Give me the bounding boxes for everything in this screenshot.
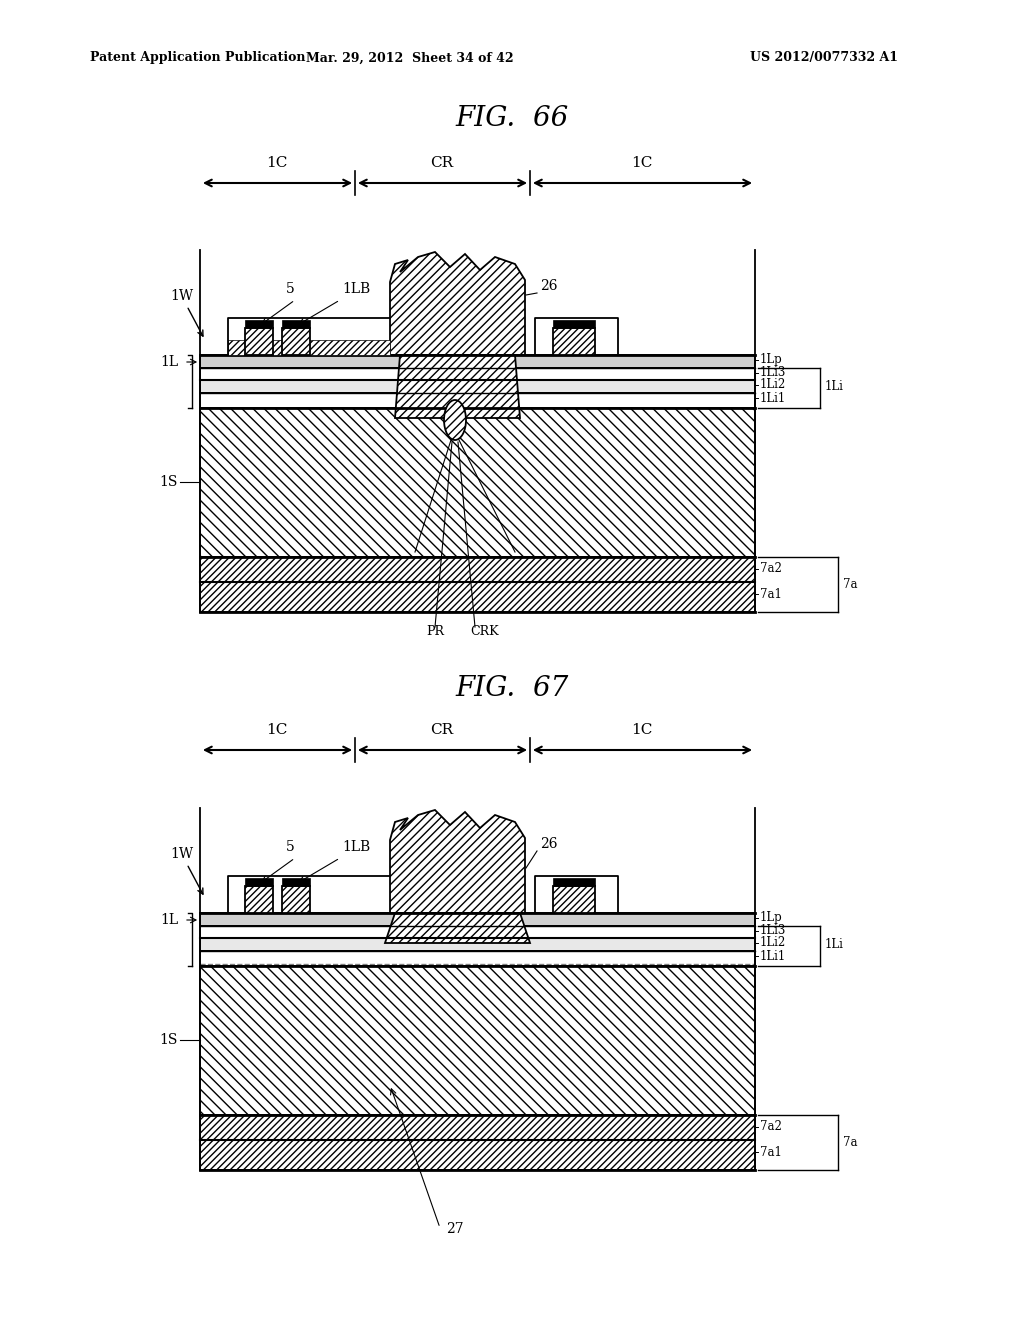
Text: 1Li2: 1Li2 xyxy=(760,379,786,392)
Bar xyxy=(245,878,273,886)
Text: FIG.  66: FIG. 66 xyxy=(456,104,568,132)
Text: US 2012/0077332 A1: US 2012/0077332 A1 xyxy=(750,51,898,65)
Text: 5: 5 xyxy=(286,282,294,296)
Polygon shape xyxy=(385,913,530,942)
Bar xyxy=(200,380,755,393)
Text: 1S: 1S xyxy=(160,1034,178,1047)
Text: 1Li: 1Li xyxy=(825,380,844,392)
Text: 7a1: 7a1 xyxy=(760,1146,782,1159)
Text: 7a2: 7a2 xyxy=(760,562,782,576)
Text: 27: 27 xyxy=(446,1222,464,1236)
Bar xyxy=(282,327,310,355)
Text: 1C: 1C xyxy=(266,723,288,737)
Polygon shape xyxy=(390,810,525,913)
Bar xyxy=(228,341,390,355)
Bar xyxy=(200,393,755,408)
Bar xyxy=(200,408,755,557)
Text: 7a: 7a xyxy=(843,578,857,590)
Text: 1LB: 1LB xyxy=(342,840,371,854)
Text: 1C: 1C xyxy=(266,156,288,170)
Text: 7a2: 7a2 xyxy=(760,1121,782,1134)
Bar xyxy=(200,913,755,927)
Bar xyxy=(245,319,273,327)
Bar xyxy=(553,886,595,913)
Bar xyxy=(200,557,755,582)
Text: 1W: 1W xyxy=(170,289,203,337)
Bar xyxy=(553,878,595,886)
Text: 1W: 1W xyxy=(170,847,203,894)
Bar xyxy=(282,878,310,886)
Text: 1Li1: 1Li1 xyxy=(760,392,786,404)
Bar xyxy=(245,327,273,355)
Text: Mar. 29, 2012  Sheet 34 of 42: Mar. 29, 2012 Sheet 34 of 42 xyxy=(306,51,514,65)
Text: 1L: 1L xyxy=(160,355,178,370)
Text: 1Lp: 1Lp xyxy=(760,354,782,367)
Ellipse shape xyxy=(444,400,466,440)
Bar xyxy=(200,939,755,950)
Bar xyxy=(200,582,755,612)
Text: CR: CR xyxy=(430,156,454,170)
Bar xyxy=(200,950,755,966)
Bar xyxy=(200,1115,755,1140)
Text: 26: 26 xyxy=(540,279,557,293)
Text: Patent Application Publication: Patent Application Publication xyxy=(90,51,305,65)
Text: 7a1: 7a1 xyxy=(760,587,782,601)
Text: 5: 5 xyxy=(286,840,294,854)
Text: 1Li2: 1Li2 xyxy=(760,936,786,949)
Polygon shape xyxy=(390,252,525,355)
Text: 26: 26 xyxy=(540,837,557,851)
Text: 1Lp: 1Lp xyxy=(760,912,782,924)
Text: 1C: 1C xyxy=(632,723,652,737)
Text: CRK: CRK xyxy=(470,624,499,638)
Text: 1LB: 1LB xyxy=(342,282,371,296)
Bar xyxy=(553,319,595,327)
Bar xyxy=(245,886,273,913)
Text: PR: PR xyxy=(426,624,444,638)
Text: 1C: 1C xyxy=(632,156,652,170)
Text: FIG.  67: FIG. 67 xyxy=(456,675,568,701)
Bar xyxy=(282,886,310,913)
Bar xyxy=(200,1140,755,1170)
Text: 1S: 1S xyxy=(160,475,178,488)
Bar xyxy=(200,355,755,368)
Bar xyxy=(200,927,755,939)
Polygon shape xyxy=(395,355,520,418)
Bar xyxy=(553,327,595,355)
Bar xyxy=(200,368,755,380)
Bar xyxy=(200,966,755,1115)
Text: 1L: 1L xyxy=(160,913,178,927)
Text: 1Li1: 1Li1 xyxy=(760,949,786,962)
Text: 1Li3: 1Li3 xyxy=(760,924,786,937)
Bar xyxy=(282,319,310,327)
Text: 7a: 7a xyxy=(843,1135,857,1148)
Text: 1Li: 1Li xyxy=(825,937,844,950)
Text: CR: CR xyxy=(430,723,454,737)
Text: 1Li3: 1Li3 xyxy=(760,367,786,380)
